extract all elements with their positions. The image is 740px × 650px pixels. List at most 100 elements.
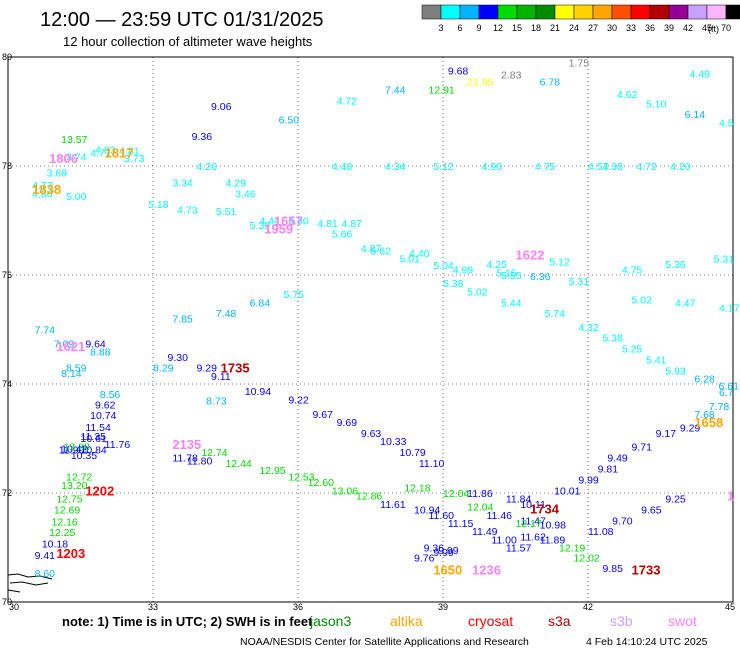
y-tick-label: 76: [2, 270, 12, 280]
track-time-label: 1622: [516, 247, 545, 262]
wave-height-label: 12.25: [49, 527, 75, 539]
wave-height-label: 12.18: [404, 483, 430, 495]
data-points: 8.609.4110.1812.2512.1612.6912.7513.2012…: [32, 57, 739, 580]
wave-height-label: 10.61: [81, 433, 107, 445]
colorbar-swatch: [668, 4, 689, 20]
wave-height-label: 5.18: [148, 199, 169, 211]
wave-height-label: 5.36: [665, 259, 686, 271]
wave-height-label: 6.84: [250, 297, 271, 309]
wave-height-label: 7.44: [385, 85, 406, 97]
wave-height-label: 12.69: [54, 504, 80, 516]
wave-height-label: 11.86: [467, 488, 493, 500]
wave-height-label: 5.00: [66, 191, 87, 203]
wave-height-label: 2.83: [501, 69, 522, 81]
wave-height-label: 11.76: [105, 439, 131, 451]
wave-height-label: 10.18: [42, 539, 68, 551]
wave-height-label: 3.34: [172, 177, 193, 189]
wave-height-label: 9.71: [632, 442, 653, 454]
x-tick-label: 33: [148, 602, 158, 612]
colorbar-swatch: [459, 4, 480, 20]
wave-height-label: 10.11: [520, 499, 546, 511]
wave-height-label: 11.89: [540, 534, 566, 546]
wave-height-label: 13.57: [61, 134, 87, 146]
wave-height-label: 11.60: [429, 510, 455, 522]
generated-time: 4 Feb 14:10:24 UTC 2025: [586, 636, 708, 648]
wave-height-label: 7.74: [35, 325, 56, 337]
wave-height-label: 5.12: [549, 256, 570, 268]
colorbar-swatch: [592, 4, 613, 20]
wave-height-label: 9.63: [361, 428, 382, 440]
wave-height-label: 7.09: [54, 339, 75, 351]
wave-height-label: 11.62: [520, 532, 546, 544]
wave-height-label: 12.95: [259, 465, 285, 477]
colorbar-swatch: [440, 4, 461, 20]
track-time-label: 1621: [56, 339, 85, 354]
wave-height-label: 9.25: [665, 493, 686, 505]
wave-height-label: 5.39: [250, 220, 271, 232]
wave-height-label: 9.62: [95, 400, 116, 412]
colorbar-swatch: [725, 4, 740, 20]
legend-swot: swot: [668, 613, 697, 629]
wave-height-label: 4.17: [719, 303, 740, 315]
colorbar-swatch: [535, 4, 556, 20]
wave-height-label: 12.16: [52, 516, 78, 528]
credit-text: NOAA/NESDIS Center for Satellite Applica…: [240, 636, 529, 648]
wave-height-label: 10.01: [554, 485, 580, 497]
wave-height-label: 3.73: [124, 153, 145, 165]
track-time-label: 1236: [472, 562, 501, 577]
wave-height-label: 5.44: [501, 297, 522, 309]
wave-height-label: 12.91: [429, 85, 455, 97]
wave-height-label: 5.38: [443, 278, 464, 290]
wave-height-label: 5.15: [496, 267, 517, 279]
wave-height-label: 9.11: [211, 371, 231, 383]
wave-height-label: 10.94: [414, 504, 440, 516]
legend-s3a: s3a: [548, 613, 571, 629]
wave-height-label: 10.42: [61, 443, 87, 455]
wave-height-label: 6.50: [279, 115, 300, 127]
wave-height-label: 4.86: [32, 188, 53, 200]
wave-height-label: 9.30: [168, 352, 189, 364]
wave-height-label: 8.60: [35, 568, 56, 580]
wave-height-label: 11.46: [487, 510, 513, 522]
wave-height-label: 9.36: [424, 543, 445, 555]
track-time-label: 1657: [274, 214, 303, 229]
colorbar-label: 27: [588, 23, 598, 33]
wave-height-label: 4.81: [317, 218, 338, 230]
x-tick-label: 30: [9, 602, 19, 612]
wave-height-label: 11.61: [380, 499, 406, 511]
wave-height-label: 7.68: [694, 409, 715, 421]
legend-s3b: s3b: [610, 613, 633, 629]
wave-height-label: 5.75: [284, 289, 305, 301]
wave-height-label: 5.31: [569, 276, 590, 288]
wave-height-label: 11.84: [506, 493, 532, 505]
colorbar-swatch: [649, 4, 670, 20]
colorbar-swatch: [478, 4, 499, 20]
wave-height-label: 9.17: [656, 428, 677, 440]
wave-height-label: 4.75: [535, 161, 556, 173]
colorbar-label: 24: [569, 23, 579, 33]
wave-height-label: 4.87: [342, 218, 363, 230]
wave-height-label: 4.49: [690, 68, 711, 80]
wave-height-label: 5.66: [332, 229, 353, 241]
wave-height-label: 9.36: [192, 131, 213, 143]
track-time-label: 1817: [105, 145, 134, 160]
wave-height-label: 10.94: [245, 386, 271, 398]
wave-height-label: 4.25: [487, 259, 508, 271]
colorbar-label: 21: [550, 23, 560, 33]
x-tick-label: 42: [583, 602, 593, 612]
wave-height-label: 6.36: [530, 271, 551, 283]
wave-height-label: 12.17: [516, 518, 542, 530]
wave-height-label: 12.75: [56, 493, 82, 505]
chart-subtitle: 12 hour collection of altimeter wave hei…: [63, 34, 313, 49]
wave-height-label: 5.02: [632, 295, 653, 307]
track-time-label: 2135: [172, 437, 201, 452]
wave-height-label: 11.35: [81, 431, 107, 443]
y-tick-label: 78: [2, 161, 12, 171]
wave-height-label: 9.49: [607, 453, 628, 465]
wave-height-label: 9.64: [85, 339, 106, 351]
wave-height-label: 5.74: [545, 308, 566, 320]
wave-height-label: 4.62: [617, 89, 638, 101]
colorbar-label: 6: [457, 23, 462, 33]
wave-height-label: 4.99: [453, 265, 474, 277]
